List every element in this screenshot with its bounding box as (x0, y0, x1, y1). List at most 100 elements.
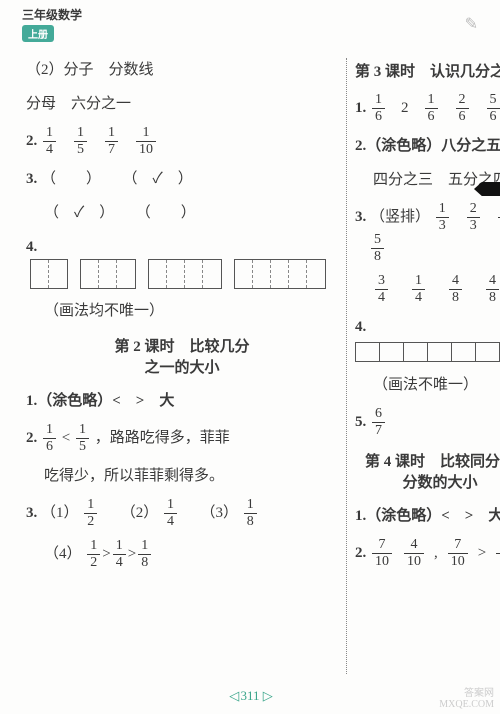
r-l4-q2-num: 2. (355, 545, 366, 561)
watermark-b: MXQE.COM (439, 699, 494, 710)
l2-q3-p3: （3） (201, 505, 239, 521)
l-q3-r1a: （ ） (41, 170, 101, 187)
fraction: 48 (449, 274, 462, 305)
fraction: 15 (74, 126, 87, 157)
r-l3-q1-num: 1. (355, 100, 366, 116)
fraction: 16 (425, 93, 438, 124)
fraction: 12 (87, 539, 100, 570)
fraction: 14 (412, 274, 425, 305)
l-q4-boxes (30, 259, 338, 289)
l-q4: 4. (26, 235, 338, 289)
content-columns: （2）分子 分数线 分母 六分之一 2. 14 15 17 110 3. （ ） （ … (0, 44, 500, 684)
r-l3-q5: 5. 67 (355, 407, 500, 438)
l2-q3-f2: 14 (164, 498, 177, 529)
fraction: 56 (487, 93, 500, 124)
r-l3-q3-row2: 34 14 48 48 (355, 274, 500, 305)
l-q3: 3. （ ） （ ✓ ） (26, 167, 338, 191)
l2-q2: 2. 16 < 15 ，路路吃得多，菲菲 (26, 423, 338, 454)
l2-q2-f1: 16 (43, 423, 56, 454)
l-q-sub2b: 分母 六分之一 (26, 92, 338, 116)
l2-q3-p4: （4） (44, 546, 82, 562)
l2-q2-lt: < (62, 430, 70, 446)
l2-q2-t1: ，路路吃得多，菲菲 (95, 430, 230, 446)
l2-q3: 3. （1） 12 （2） 14 （3） 18 (26, 498, 338, 529)
lesson-4b: 分数的大小 (355, 473, 500, 494)
fraction: 23 (467, 202, 480, 233)
r-l3-q5-num: 5. (355, 414, 366, 430)
r-l3-q3: 3. （竖排） 13233858 (355, 202, 500, 264)
l2-q2-f2: 15 (76, 423, 89, 454)
l-q4-note: （画法均不唯一） (26, 299, 338, 323)
r-l3-q1: 1. 162162656 (355, 93, 500, 124)
lesson-4-title: 第 4 课时 比较同分母 分数的大小 (355, 452, 500, 494)
l2-q3-p1: （1） (41, 505, 79, 521)
l2-q3-part4: （4） 12>14>18 (26, 539, 338, 570)
lesson-3-title: 第 3 课时 认识几分之几 (355, 62, 500, 83)
page-footer: ◁ 311 ▷ (0, 688, 500, 704)
l-q2-num: 2. (26, 133, 37, 149)
fraction: 14 (113, 539, 126, 570)
l2-q2-line2: 吃得少，所以菲菲剩得多。 (26, 464, 338, 488)
header-doodle-icon: ✎ (465, 14, 478, 34)
header-subject: 三年级数学 (22, 6, 82, 23)
fraction: 58 (371, 233, 384, 264)
left-column: （2）分子 分数线 分母 六分之一 2. 14 15 17 110 3. （ ） （ … (20, 48, 344, 684)
pagefoot-number: 311 (240, 688, 259, 703)
fraction: 14 (43, 126, 56, 157)
r-l3-q2: 2.（涂色略）八分之五 (355, 134, 500, 158)
fraction: 16 (372, 93, 385, 124)
r-l4-q1: 1.（涂色略）< > 大 (355, 504, 500, 528)
fraction: 48 (486, 274, 499, 305)
fraction: 410 (496, 538, 500, 569)
header-volume-badge: 上册 (22, 25, 54, 42)
r-l4-q1-text: 1.（涂色略）< > 大 (355, 508, 500, 524)
l-q3-r1b: （ ✓ ） (123, 170, 193, 187)
l2-q3-f3: 18 (244, 498, 257, 529)
fraction: 26 (456, 93, 469, 124)
lesson-2-title: 第 2 课时 比较几分 之一的大小 (26, 337, 338, 379)
partition-box (30, 259, 68, 289)
r-l3-q4-num: 4. (355, 319, 366, 335)
l-q4-num: 4. (26, 239, 37, 255)
fraction: 110 (136, 126, 156, 157)
r-l4-q2: 2. 710410,710>410 (355, 538, 500, 569)
partition-box (80, 259, 136, 289)
pagefoot-right-icon: ▷ (263, 688, 271, 703)
l2-q3-f1: 12 (84, 498, 97, 529)
column-divider (346, 58, 347, 674)
r-l3-q4-note: （画法不唯一） (355, 373, 500, 397)
lesson-2a: 第 2 课时 比较几分 (26, 337, 338, 358)
l-q-sub2: （2）分子 分数线 (26, 58, 338, 82)
fraction: 410 (404, 538, 424, 569)
lesson-4a: 第 4 课时 比较同分母 (355, 452, 500, 473)
l2-q1-text: 1.（涂色略）< > 大 (26, 393, 174, 409)
pagefoot-left-icon: ◁ (229, 688, 237, 703)
page-header: 三年级数学 上册 ✎ (0, 0, 500, 44)
header-subject-block: 三年级数学 上册 (22, 6, 82, 42)
partition-box (148, 259, 222, 289)
l2-q2-num: 2. (26, 430, 37, 446)
r-l3-q3-num: 3. (355, 209, 366, 225)
l2-q1: 1.（涂色略）< > 大 (26, 389, 338, 413)
l-q2: 2. 14 15 17 110 (26, 126, 338, 157)
right-column: 第 3 课时 认识几分之几 1. 162162656 2.（涂色略）八分之五 四… (349, 48, 500, 684)
lesson-2b: 之一的大小 (26, 358, 338, 379)
l-q3-row2: （ ✓ ） （ ） (26, 201, 338, 225)
partition-box (234, 259, 326, 289)
fraction: 17 (105, 126, 118, 157)
fraction: 34 (375, 274, 388, 305)
fraction: 710 (448, 538, 468, 569)
fraction: 710 (372, 538, 392, 569)
r-l3-q3-lbl: （竖排） (370, 209, 430, 225)
fraction: 13 (436, 202, 449, 233)
r-l3-q4: 4. (355, 315, 500, 363)
l-q3-r2a: （ ✓ ） (44, 204, 114, 221)
watermark-a: 答案网 (439, 688, 494, 699)
l-q3-num: 3. (26, 171, 37, 187)
watermark: 答案网 MXQE.COM (439, 688, 494, 710)
fraction: 18 (138, 539, 151, 570)
l-q3-r2b: （ ） (136, 204, 196, 221)
r-l3-q4-box (355, 342, 500, 362)
r-l3-q5-f: 67 (372, 407, 385, 438)
l2-q3-p2: （2） (121, 505, 159, 521)
